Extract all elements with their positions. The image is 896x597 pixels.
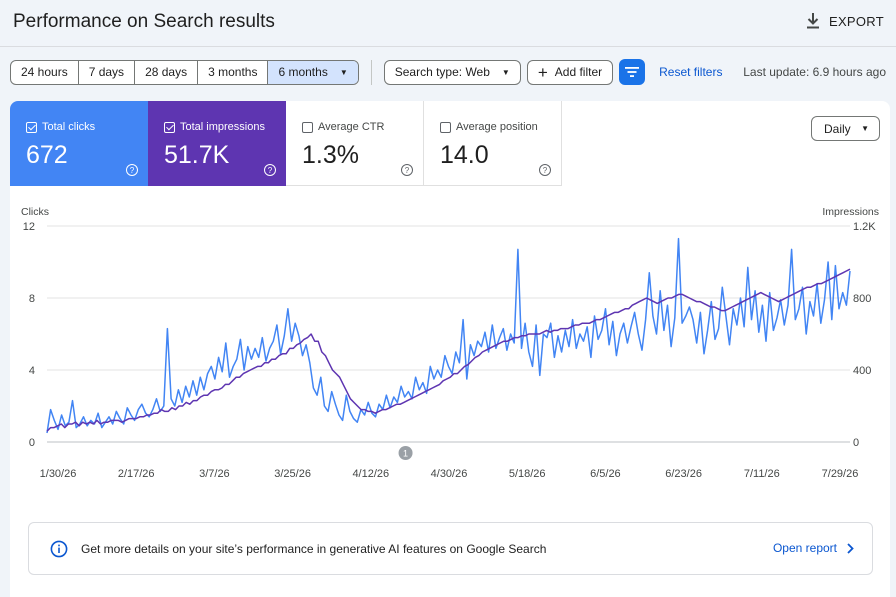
info-icon xyxy=(50,540,68,557)
metric-label: Average position xyxy=(440,121,538,133)
series-line-clicks xyxy=(46,237,851,434)
x-tick-label: 4/12/26 xyxy=(352,468,389,480)
date-range-selector: 24 hours 7 days 28 days 3 months 6 month… xyxy=(10,59,359,85)
range-6-months-label: 6 months xyxy=(278,65,328,79)
left-tick-label: 8 xyxy=(29,293,35,305)
help-icon[interactable]: ? xyxy=(401,164,413,176)
chevron-down-icon: ▼ xyxy=(501,67,510,77)
metric-tiles: Total clicks 672 ? Total impressions 51.… xyxy=(10,101,562,186)
ai-features-banner: Get more details on your site’s performa… xyxy=(28,522,873,575)
performance-chart: Clicks Impressions 12 1.2K 8 800 4 400 0 0 1/30/26… xyxy=(21,206,879,480)
right-tick-label: 800 xyxy=(853,293,871,305)
range-3-months[interactable]: 3 months xyxy=(198,60,269,84)
x-tick-label: 3/25/26 xyxy=(274,468,311,480)
x-tick-label: 5/18/26 xyxy=(509,468,546,480)
metric-label-text: Average CTR xyxy=(318,121,385,133)
export-button[interactable]: EXPORT xyxy=(805,12,884,30)
metric-average-ctr[interactable]: Average CTR 1.3% ? xyxy=(286,101,424,186)
checkbox-unchecked-icon xyxy=(302,121,313,133)
x-tick-label: 6/23/26 xyxy=(665,468,702,480)
range-24-hours[interactable]: 24 hours xyxy=(11,60,79,84)
metric-label-text: Total impressions xyxy=(180,121,265,133)
last-update-text: Last update: 6.9 hours ago xyxy=(743,65,886,79)
plus-icon: + xyxy=(537,62,548,82)
checkbox-unchecked-icon xyxy=(440,121,451,133)
x-tick-label: 1/30/26 xyxy=(40,468,77,480)
help-icon[interactable]: ? xyxy=(264,164,276,176)
metric-label: Average CTR xyxy=(302,121,384,133)
chevron-right-icon xyxy=(847,542,854,554)
metric-average-position[interactable]: Average position 14.0 ? xyxy=(424,101,562,186)
x-tick-label: 6/5/26 xyxy=(590,468,621,480)
annotation-marker[interactable]: 1 xyxy=(398,446,413,460)
performance-card: Total clicks 672 ? Total impressions 51.… xyxy=(10,101,890,597)
page-title: Performance on Search results xyxy=(13,11,275,32)
right-axis-title: Impressions xyxy=(822,206,879,218)
x-tick-label: 7/11/26 xyxy=(744,468,780,480)
x-tick-label: 7/29/26 xyxy=(822,468,859,480)
filter-bar: 24 hours 7 days 28 days 3 months 6 month… xyxy=(10,59,722,85)
ai-banner-text: Get more details on your site’s performa… xyxy=(81,541,547,556)
range-28-days[interactable]: 28 days xyxy=(135,60,199,84)
filter-list-icon xyxy=(625,67,640,77)
metric-total-clicks[interactable]: Total clicks 672 ? xyxy=(10,101,148,186)
search-type-dropdown[interactable]: Search type: Web ▼ xyxy=(383,59,521,85)
metric-value: 51.7K xyxy=(164,141,230,169)
download-icon xyxy=(806,13,819,29)
right-tick-label: 0 xyxy=(853,437,859,449)
open-report-link[interactable]: Open report xyxy=(773,541,854,555)
series-line-impressions xyxy=(46,268,851,432)
x-tick-label: 3/7/26 xyxy=(199,468,230,480)
metric-value: 14.0 xyxy=(440,141,489,169)
granularity-label: Daily xyxy=(824,121,851,136)
metric-value: 672 xyxy=(26,141,68,169)
left-axis-title: Clicks xyxy=(21,206,49,218)
metric-label-text: Average position xyxy=(456,121,538,133)
checkbox-checked-icon xyxy=(26,121,37,133)
left-tick-label: 4 xyxy=(29,365,35,377)
metric-value: 1.3% xyxy=(302,141,359,169)
chevron-down-icon: ▼ xyxy=(861,124,869,133)
right-tick-label: 1.2K xyxy=(853,221,876,233)
help-icon[interactable]: ? xyxy=(539,164,551,176)
x-tick-label: 2/17/26 xyxy=(118,468,155,480)
left-tick-label: 0 xyxy=(29,437,35,449)
annotation-label: 1 xyxy=(403,449,408,459)
annotation-dot xyxy=(398,446,413,460)
add-filter-button[interactable]: + Add filter xyxy=(526,59,614,85)
divider xyxy=(370,59,372,85)
metric-label-text: Total clicks xyxy=(42,121,96,133)
chevron-down-icon: ▼ xyxy=(339,67,348,77)
metric-label: Total impressions xyxy=(164,121,265,133)
top-bar: Performance on Search results EXPORT xyxy=(0,0,896,47)
metric-total-impressions[interactable]: Total impressions 51.7K ? xyxy=(148,101,286,186)
x-tick-label: 4/30/26 xyxy=(431,468,468,480)
help-icon[interactable]: ? xyxy=(126,164,138,176)
reset-filters-link[interactable]: Reset filters xyxy=(659,65,723,79)
range-6-months[interactable]: 6 months ▼ xyxy=(268,60,358,84)
right-tick-label: 400 xyxy=(853,365,871,377)
checkbox-checked-icon xyxy=(164,121,175,133)
metric-label: Total clicks xyxy=(26,121,95,133)
search-type-label: Search type: Web xyxy=(394,65,490,79)
range-7-days[interactable]: 7 days xyxy=(79,60,136,84)
granularity-dropdown[interactable]: Daily ▼ xyxy=(811,116,880,141)
add-filter-label: Add filter xyxy=(554,65,603,79)
left-tick-label: 12 xyxy=(23,221,35,233)
open-report-label: Open report xyxy=(772,541,837,555)
export-label: EXPORT xyxy=(828,13,884,29)
filter-settings-button[interactable] xyxy=(619,59,646,85)
